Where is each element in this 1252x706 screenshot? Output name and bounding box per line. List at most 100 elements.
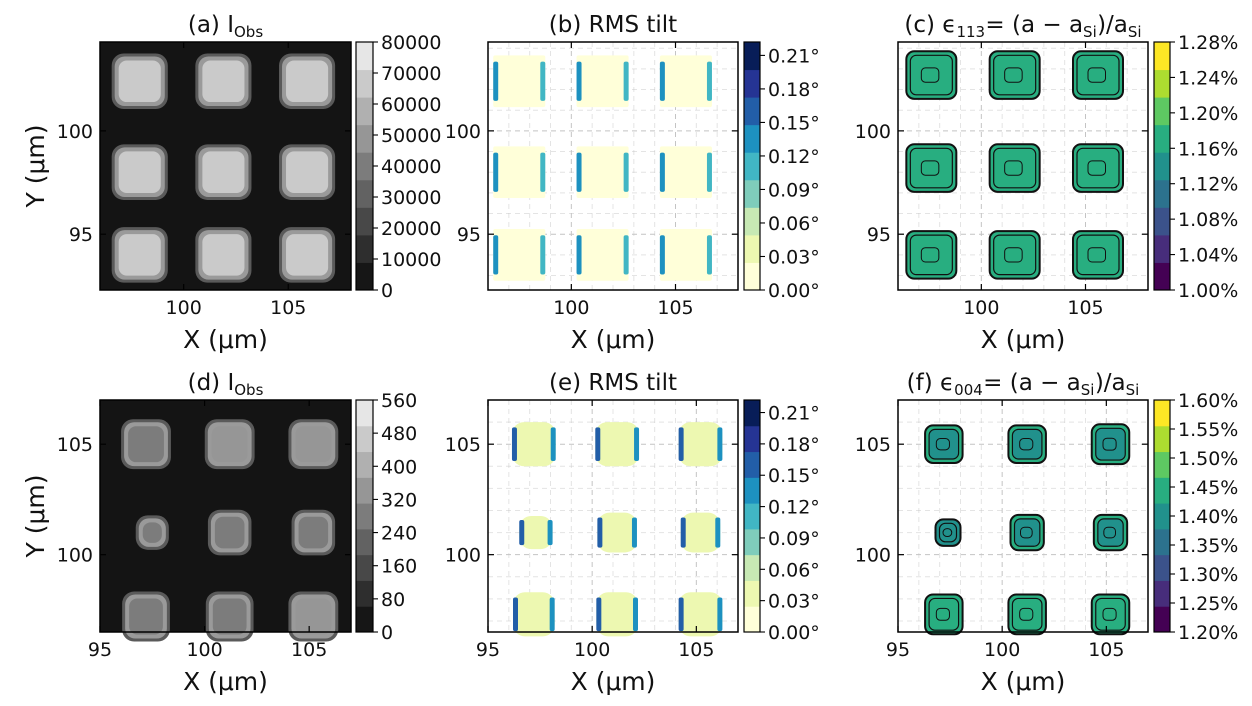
colorbar-tick-label: 0 <box>381 280 393 302</box>
feature-edge-left <box>493 61 499 101</box>
colorbar-tick-label: 0.12° <box>768 497 820 519</box>
feature-contour <box>909 147 953 189</box>
x-axis-label: X (μm) <box>571 325 656 354</box>
x-tick-label: 100 <box>166 297 202 319</box>
colorbar-band <box>1154 606 1170 633</box>
feature-edge-left <box>678 597 684 632</box>
colorbar-tick-label: 40000 <box>381 156 441 178</box>
colorbar-tick-label: 1.40% <box>1178 506 1238 528</box>
feature-contour-inner <box>920 160 940 176</box>
feature-6 <box>680 512 721 553</box>
colorbar-tick-label: 0.00° <box>768 280 820 302</box>
colorbar-band <box>744 69 760 98</box>
title-text: )/a <box>1095 370 1126 396</box>
feature-8 <box>195 227 252 283</box>
colorbar-tick-label: 1.35% <box>1178 535 1238 557</box>
feature-core <box>295 426 332 463</box>
feature-6 <box>659 146 712 199</box>
feature-core <box>493 146 546 199</box>
feature-7 <box>122 591 170 642</box>
feature-contour <box>993 147 1037 189</box>
colorbar-tick-label: 1.08% <box>1178 209 1238 231</box>
feature-edge-right <box>717 597 723 632</box>
feature-edge-right <box>706 61 712 101</box>
feature-contour <box>928 428 960 460</box>
y-tick-label: 105 <box>445 434 481 456</box>
feature-edge-left <box>659 235 665 275</box>
colorbar-tick-label: 1.16% <box>1178 138 1238 160</box>
feature-edge-left <box>595 427 601 461</box>
feature-edge-right <box>633 597 638 632</box>
colorbar-band <box>744 503 760 530</box>
feature-contour-inner <box>1004 160 1023 176</box>
colorbar: 1.00% 1.04% 1.08% 1.12% 1.16% 1.20% 1.24% 1.28% <box>1153 32 1238 302</box>
x-tick-label: 100 <box>186 639 222 661</box>
feature-edge-left <box>597 517 603 548</box>
colorbar-tick-label: 0.00° <box>768 622 820 644</box>
feature-5 <box>988 143 1041 193</box>
colorbar-band <box>744 425 760 453</box>
colorbar-tick-label: 0.06° <box>768 213 820 235</box>
colorbar-band <box>1154 152 1170 181</box>
feature-contour <box>1011 428 1043 460</box>
panel-title: (e) RMS tilt <box>549 370 677 396</box>
title-text: (e) RMS tilt <box>549 370 677 396</box>
colorbar-tick-label: 0.09° <box>768 528 820 550</box>
title-subscript: Si <box>1083 23 1097 41</box>
y-tick-label: 105 <box>855 434 891 456</box>
colorbar-band <box>1154 451 1170 478</box>
plot-frame <box>99 41 352 291</box>
colorbar-frame <box>1153 41 1171 291</box>
colorbar-band <box>744 152 760 181</box>
colorbar-band <box>1154 262 1170 291</box>
colorbar-tick-label: 0.18° <box>768 434 820 456</box>
y-tick-label: 100 <box>57 121 93 143</box>
feature-core <box>678 592 723 637</box>
colorbar-band <box>356 554 373 581</box>
feature-edge-right <box>631 517 637 548</box>
colorbar-tick-label: 0.03° <box>768 591 820 613</box>
x-tick-label: 100 <box>984 639 1020 661</box>
title-text: = (a − a <box>985 12 1083 38</box>
x-axis-label: X (μm) <box>981 325 1066 354</box>
colorbar-band <box>356 69 373 98</box>
y-tick-label: 100 <box>445 121 481 143</box>
feature-3 <box>1072 50 1124 100</box>
feature-2 <box>988 50 1041 100</box>
colorbar-tick-label: 0.12° <box>768 146 820 168</box>
colorbar-band <box>356 451 373 478</box>
feature-contour <box>1095 597 1126 631</box>
colorbar-tick-label: 240 <box>381 523 417 545</box>
colorbar-band <box>356 400 373 427</box>
feature-5 <box>576 146 629 199</box>
feature-3 <box>1090 423 1131 466</box>
feature-7 <box>493 229 546 281</box>
colorbar-band <box>356 152 373 181</box>
feature-core <box>142 522 162 543</box>
feature-edge-right <box>706 235 712 275</box>
feature-core <box>202 234 245 276</box>
x-tick-label: 100 <box>963 297 999 319</box>
colorbar-band <box>356 262 373 291</box>
title-subscript: 004 <box>954 381 983 399</box>
colorbar-tick-label: 30000 <box>381 187 441 209</box>
feature-edge-left <box>576 235 582 275</box>
feature-9 <box>1072 230 1124 280</box>
colorbar-tick-label: 1.24% <box>1178 67 1238 89</box>
feature-contour <box>1013 518 1041 547</box>
feature-7 <box>924 593 964 636</box>
feature-1 <box>905 50 958 100</box>
colorbar-band <box>356 42 373 71</box>
feature-contour-inner <box>1004 247 1023 263</box>
colorbar-frame <box>743 399 761 633</box>
x-tick-label: 100 <box>553 297 589 319</box>
feature-3 <box>659 55 712 108</box>
feature-1 <box>493 55 546 108</box>
colorbar-tick-label: 0.21° <box>768 403 820 425</box>
x-axis-label: X (μm) <box>183 667 268 696</box>
feature-core <box>214 516 245 549</box>
